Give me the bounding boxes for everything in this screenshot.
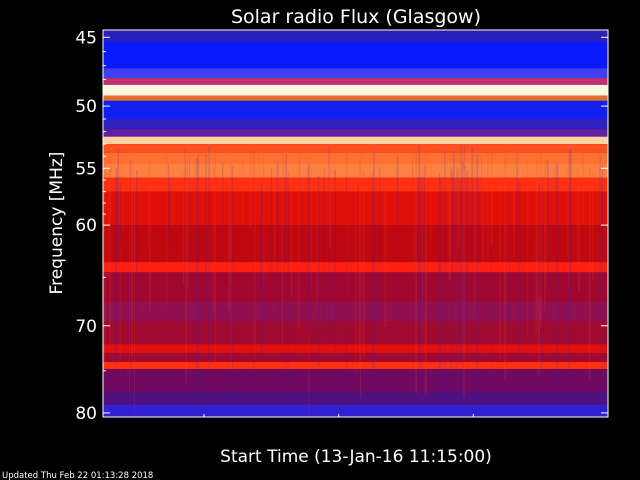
- frequency-band: [103, 95, 608, 101]
- frequency-band: [103, 119, 608, 130]
- y-axis: 45 50 55 60 70 80: [75, 28, 608, 424]
- y-tick-label: 80: [75, 404, 97, 424]
- frequency-band: [103, 353, 608, 363]
- frequency-band: [103, 68, 608, 79]
- y-tick-label: 70: [75, 317, 97, 337]
- plot-frame: [102, 29, 609, 418]
- frequency-band: [103, 272, 608, 303]
- noise-texture: [103, 144, 604, 417]
- frequency-band: [103, 30, 608, 42]
- y-tick-label: 60: [75, 216, 97, 236]
- y-tick-label: 45: [75, 28, 97, 48]
- frequency-band: [103, 78, 608, 85]
- frequency-band: [103, 321, 608, 345]
- frequency-band: [103, 344, 608, 354]
- updated-timestamp: Updated Thu Feb 22 01:13:28 2018: [2, 471, 153, 480]
- frequency-band: [103, 129, 608, 137]
- frequency-band: [103, 262, 608, 273]
- frequency-band: [103, 41, 608, 69]
- x-axis-label: Start Time (13-Jan-16 11:15:00): [220, 447, 492, 467]
- chart-title: Solar radio Flux (Glasgow): [231, 6, 481, 28]
- frequency-band: [103, 177, 608, 192]
- frequency-band: [103, 136, 608, 145]
- frequency-band: [103, 225, 608, 263]
- frequency-band: [103, 369, 608, 393]
- frequency-band: [103, 152, 608, 164]
- y-tick-label: 50: [75, 97, 97, 117]
- y-axis-label: Frequency [MHz]: [47, 152, 67, 295]
- frequency-band: [103, 302, 608, 322]
- frequency-band: [103, 163, 608, 178]
- frequency-band: [103, 84, 608, 96]
- frequency-band: [103, 100, 608, 120]
- plot-area: [103, 30, 608, 417]
- frequency-band: [103, 362, 608, 370]
- frequency-band: [103, 392, 608, 405]
- frequency-band: [103, 144, 608, 153]
- y-tick-label: 55: [75, 159, 97, 179]
- frequency-band: [103, 404, 608, 417]
- frequency-band: [103, 191, 608, 226]
